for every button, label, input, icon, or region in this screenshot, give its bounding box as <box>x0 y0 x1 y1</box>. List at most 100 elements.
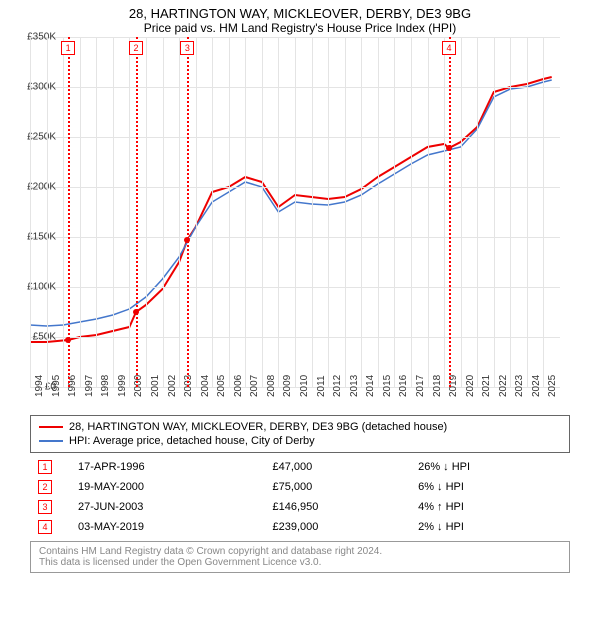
gridline-v <box>80 37 81 387</box>
chart-subtitle: Price paid vs. HM Land Registry's House … <box>4 21 596 35</box>
x-tick-label: 1997 <box>84 375 95 397</box>
gridline-v <box>527 37 528 387</box>
legend-row: 28, HARTINGTON WAY, MICKLEOVER, DERBY, D… <box>39 420 561 434</box>
chart-title: 28, HARTINGTON WAY, MICKLEOVER, DERBY, D… <box>4 6 596 21</box>
y-tick-label: £150K <box>27 232 56 243</box>
x-tick-label: 2015 <box>382 375 393 397</box>
footer-line-1: Contains HM Land Registry data © Crown c… <box>39 546 561 557</box>
x-tick-label: 2025 <box>547 375 558 397</box>
x-tick-label: 2009 <box>282 375 293 397</box>
event-marker-box: 2 <box>129 41 143 55</box>
transaction-delta: 2% ↓ HPI <box>410 517 570 537</box>
y-tick-label: £50K <box>33 332 56 343</box>
x-tick-label: 2016 <box>398 375 409 397</box>
table-row: 219-MAY-2000£75,0006% ↓ HPI <box>30 477 570 497</box>
gridline-v <box>129 37 130 387</box>
gridline-v <box>229 37 230 387</box>
gridline-v <box>543 37 544 387</box>
gridline-v <box>328 37 329 387</box>
gridline-v <box>295 37 296 387</box>
gridline-v <box>63 37 64 387</box>
transaction-delta: 26% ↓ HPI <box>410 457 570 477</box>
chart-footer: Contains HM Land Registry data © Crown c… <box>30 541 570 573</box>
x-tick-label: 1995 <box>51 375 62 397</box>
x-tick-label: 2008 <box>266 375 277 397</box>
event-marker-box: 4 <box>442 41 456 55</box>
event-marker-line <box>449 37 451 387</box>
x-tick-label: 2001 <box>150 375 161 397</box>
transaction-price: £75,000 <box>264 477 410 497</box>
y-tick-label: £250K <box>27 132 56 143</box>
chart-legend: 28, HARTINGTON WAY, MICKLEOVER, DERBY, D… <box>30 415 570 453</box>
transaction-price: £239,000 <box>264 517 410 537</box>
gridline-v <box>411 37 412 387</box>
x-tick-label: 2002 <box>167 375 178 397</box>
x-tick-label: 2006 <box>233 375 244 397</box>
y-tick-label: £350K <box>27 32 56 43</box>
legend-label: 28, HARTINGTON WAY, MICKLEOVER, DERBY, D… <box>69 421 447 433</box>
y-tick-label: £100K <box>27 282 56 293</box>
transaction-date: 17-APR-1996 <box>70 457 264 477</box>
sale-point <box>65 337 71 343</box>
table-row: 117-APR-1996£47,00026% ↓ HPI <box>30 457 570 477</box>
gridline-v <box>47 37 48 387</box>
x-tick-label: 2010 <box>299 375 310 397</box>
table-row: 403-MAY-2019£239,0002% ↓ HPI <box>30 517 570 537</box>
transaction-price: £47,000 <box>264 457 410 477</box>
gridline-v <box>494 37 495 387</box>
y-tick-label: £300K <box>27 82 56 93</box>
gridline-v <box>262 37 263 387</box>
y-tick-label: £200K <box>27 182 56 193</box>
x-tick-label: 2014 <box>365 375 376 397</box>
legend-row: HPI: Average price, detached house, City… <box>39 434 561 448</box>
gridline-v <box>461 37 462 387</box>
transaction-date: 27-JUN-2003 <box>70 497 264 517</box>
sale-point <box>184 237 190 243</box>
gridline-v <box>510 37 511 387</box>
event-marker-line <box>68 37 70 387</box>
x-tick-label: 2024 <box>531 375 542 397</box>
x-tick-label: 2007 <box>249 375 260 397</box>
legend-swatch <box>39 440 63 442</box>
event-marker-box: 3 <box>180 41 194 55</box>
gridline-v <box>113 37 114 387</box>
x-tick-label: 2020 <box>465 375 476 397</box>
x-tick-label: 2021 <box>481 375 492 397</box>
legend-label: HPI: Average price, detached house, City… <box>69 435 315 447</box>
gridline-v <box>163 37 164 387</box>
legend-swatch <box>39 426 63 428</box>
event-marker-box: 1 <box>61 41 75 55</box>
transaction-marker: 3 <box>38 500 52 514</box>
gridline-v <box>196 37 197 387</box>
x-tick-label: 2023 <box>514 375 525 397</box>
x-tick-label: 2017 <box>415 375 426 397</box>
transaction-delta: 4% ↑ HPI <box>410 497 570 517</box>
gridline-v <box>477 37 478 387</box>
gridline-v <box>212 37 213 387</box>
chart-header: 28, HARTINGTON WAY, MICKLEOVER, DERBY, D… <box>0 0 600 37</box>
gridline-v <box>146 37 147 387</box>
gridline-v <box>345 37 346 387</box>
gridline-v <box>96 37 97 387</box>
table-row: 327-JUN-2003£146,9504% ↑ HPI <box>30 497 570 517</box>
gridline-v <box>30 37 31 387</box>
sale-point <box>133 309 139 315</box>
x-tick-label: 2022 <box>498 375 509 397</box>
gridline-v <box>179 37 180 387</box>
gridline-v <box>278 37 279 387</box>
x-tick-label: 2004 <box>200 375 211 397</box>
event-marker-line <box>136 37 138 387</box>
x-tick-label: 2005 <box>216 375 227 397</box>
sale-point <box>446 145 452 151</box>
transaction-marker: 4 <box>38 520 52 534</box>
footer-line-2: This data is licensed under the Open Gov… <box>39 557 561 568</box>
gridline-v <box>444 37 445 387</box>
x-tick-label: 2018 <box>432 375 443 397</box>
x-tick-label: 1998 <box>100 375 111 397</box>
gridline-v <box>361 37 362 387</box>
event-marker-line <box>187 37 189 387</box>
transactions-table: 117-APR-1996£47,00026% ↓ HPI219-MAY-2000… <box>30 457 570 537</box>
gridline-v <box>394 37 395 387</box>
transaction-date: 19-MAY-2000 <box>70 477 264 497</box>
x-tick-label: 2011 <box>316 375 327 397</box>
